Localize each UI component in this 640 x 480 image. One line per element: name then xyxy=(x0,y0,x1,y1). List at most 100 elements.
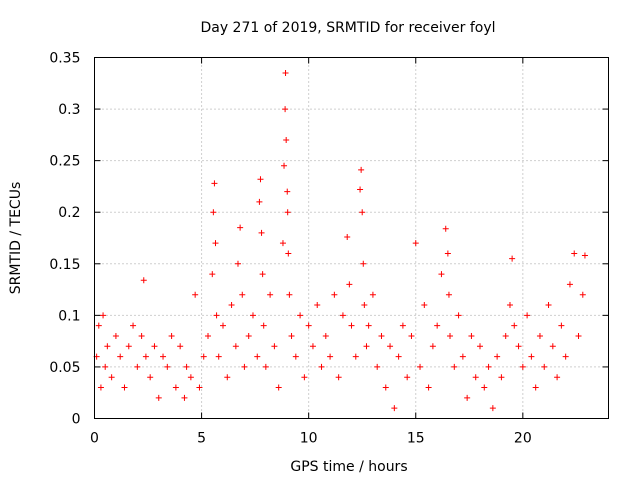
data-point xyxy=(239,291,246,298)
data-point xyxy=(417,363,424,370)
data-point xyxy=(234,260,241,267)
gridlines xyxy=(94,57,609,419)
data-point xyxy=(515,343,522,350)
data-point xyxy=(502,332,509,339)
data-point xyxy=(438,271,445,278)
data-point xyxy=(138,332,145,339)
data-point xyxy=(532,384,539,391)
data-point xyxy=(581,252,588,259)
data-point xyxy=(249,312,256,319)
x-tick-label: 0 xyxy=(90,431,99,447)
data-point xyxy=(196,384,203,391)
data-point xyxy=(541,363,548,370)
data-point xyxy=(100,312,107,319)
data-point xyxy=(168,332,175,339)
data-point xyxy=(220,322,226,329)
data-point xyxy=(257,176,264,183)
data-point xyxy=(399,322,406,329)
data-point xyxy=(262,363,269,370)
data-point xyxy=(382,384,389,391)
data-point xyxy=(358,166,365,173)
data-point xyxy=(183,363,190,370)
data-point xyxy=(112,332,119,339)
y-axis-label: SRMTID / TECUs xyxy=(8,182,24,295)
data-point xyxy=(284,209,291,216)
data-point xyxy=(545,302,552,309)
data-point xyxy=(286,291,293,298)
data-point xyxy=(498,374,505,381)
data-point xyxy=(511,322,518,329)
data-point xyxy=(95,322,102,329)
data-point xyxy=(549,343,556,350)
data-point xyxy=(275,384,282,391)
y-tick-label: 0.05 xyxy=(49,360,80,376)
data-point xyxy=(260,322,267,329)
data-point xyxy=(528,353,535,360)
data-point xyxy=(562,353,569,360)
data-point xyxy=(425,384,432,391)
data-point xyxy=(391,405,398,412)
data-point xyxy=(215,353,222,360)
data-point xyxy=(259,271,266,278)
data-point xyxy=(212,240,219,247)
data-point xyxy=(177,343,184,350)
x-tick-label: 10 xyxy=(300,431,318,447)
data-point xyxy=(524,312,531,319)
data-point xyxy=(464,394,471,401)
data-point xyxy=(192,291,199,298)
data-point xyxy=(256,198,263,205)
data-point xyxy=(224,374,231,381)
data-point xyxy=(477,343,483,350)
data-point xyxy=(155,394,162,401)
data-point xyxy=(210,209,217,216)
data-point xyxy=(232,343,239,350)
data-point xyxy=(209,271,216,278)
data-point xyxy=(205,332,212,339)
data-point xyxy=(279,240,286,247)
data-point xyxy=(335,374,342,381)
data-points xyxy=(93,69,588,412)
data-point xyxy=(147,374,154,381)
data-point xyxy=(494,353,501,360)
data-point xyxy=(237,224,244,231)
data-point xyxy=(506,302,513,309)
data-point xyxy=(140,277,147,284)
plot-frame xyxy=(94,57,609,419)
data-point xyxy=(357,186,364,193)
data-point xyxy=(468,332,475,339)
data-point xyxy=(200,353,207,360)
data-point xyxy=(282,69,289,76)
data-point xyxy=(346,281,353,288)
data-point xyxy=(271,343,278,350)
data-point xyxy=(228,302,235,309)
data-point xyxy=(408,332,415,339)
axis-ticks xyxy=(94,57,609,419)
data-point xyxy=(554,374,561,381)
data-point xyxy=(536,332,543,339)
x-tick-label: 15 xyxy=(407,431,425,447)
data-point xyxy=(481,384,488,391)
data-point xyxy=(258,229,265,236)
data-point xyxy=(472,374,479,381)
data-point xyxy=(566,281,573,288)
x-tick-labels: 0 5 10 15 20 xyxy=(90,431,532,447)
data-point xyxy=(429,343,436,350)
data-point xyxy=(160,353,167,360)
data-point xyxy=(374,363,381,370)
y-tick-label: 0 xyxy=(72,412,81,428)
data-point xyxy=(288,332,295,339)
data-point xyxy=(297,312,304,319)
data-point xyxy=(104,343,111,350)
data-point xyxy=(489,405,496,412)
data-point xyxy=(172,384,179,391)
y-tick-label: 0.1 xyxy=(58,308,80,324)
data-point xyxy=(519,363,526,370)
x-axis-label: GPS time / hours xyxy=(290,459,407,475)
data-point xyxy=(301,374,308,381)
data-point xyxy=(434,322,441,329)
data-point xyxy=(339,312,346,319)
data-point xyxy=(444,250,451,257)
data-point xyxy=(558,322,565,329)
data-point xyxy=(509,255,516,262)
